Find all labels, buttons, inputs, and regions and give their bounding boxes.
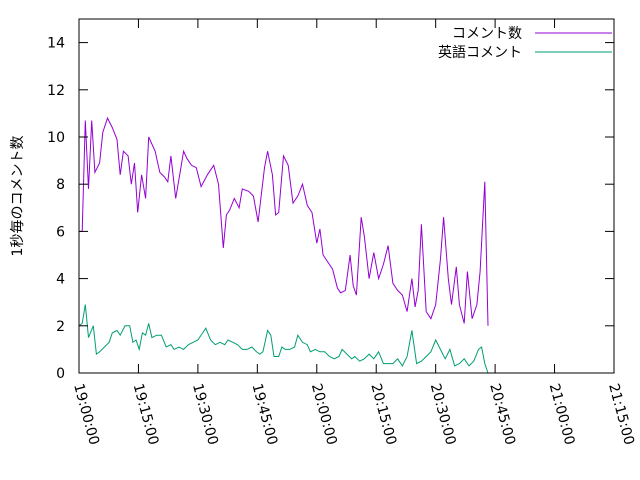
y-tick-label: 2	[56, 319, 65, 335]
x-tick-label: 21:00:00	[546, 382, 578, 447]
series-line-0	[79, 116, 489, 326]
x-tick-label: 19:00:00	[70, 382, 102, 447]
x-tick-label: 20:00:00	[308, 382, 340, 447]
y-tick-label: 6	[56, 224, 65, 240]
plot-area	[78, 116, 489, 374]
legend-label: コメント数	[452, 26, 522, 42]
y-axis-label: 1秒毎のコメント数	[10, 136, 26, 257]
y-tick-label: 14	[47, 36, 65, 52]
legend-label: 英語コメント	[438, 44, 522, 61]
x-tick-label: 19:30:00	[189, 382, 221, 447]
x-tick-label: 20:45:00	[486, 382, 518, 447]
x-tick-label: 21:15:00	[605, 382, 637, 447]
y-tick-label: 12	[47, 83, 65, 99]
y-tick-label: 8	[56, 177, 65, 193]
series-line-1	[78, 304, 489, 374]
x-tick-label: 20:30:00	[427, 382, 459, 447]
y-tick-label: 0	[56, 366, 65, 382]
y-tick-label: 10	[47, 130, 65, 146]
x-tick-label: 19:45:00	[248, 382, 280, 447]
plot-frame	[78, 18, 615, 374]
y-tick-label: 4	[56, 272, 65, 288]
x-tick-label: 20:15:00	[367, 382, 399, 447]
axes: 0 2 4 6 8 10 12 14 19:00:00 19:15:00 19:30:00 19:45…	[47, 18, 637, 447]
x-tick-label: 19:15:00	[130, 382, 162, 447]
